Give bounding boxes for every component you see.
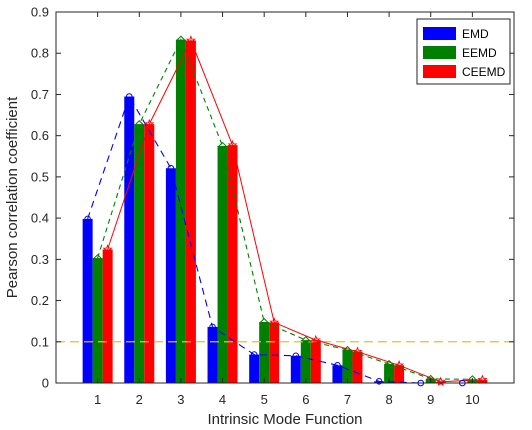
- bar-emd-4: [207, 326, 218, 383]
- y-tick-label: 0.7: [31, 87, 49, 102]
- bar-emd-7: [332, 365, 343, 383]
- y-tick-label: 0.4: [31, 211, 49, 226]
- legend-swatch-eemd: [423, 46, 456, 59]
- x-tick-label: 10: [465, 392, 479, 407]
- bar-eemd-7: [342, 350, 353, 383]
- x-tick-label: 8: [385, 392, 392, 407]
- marker-ceemd-3: [185, 35, 196, 45]
- legend-swatch-ceemd: [423, 65, 456, 78]
- marker-emd-3: [167, 164, 175, 172]
- marker-emd-1: [84, 215, 91, 223]
- line-ceemd: [107, 39, 483, 383]
- marker-ceemd-4: [227, 139, 238, 150]
- x-axis-ticks: 1 2 3 4 5 6 7 8 9 10: [94, 12, 480, 407]
- marker-ceemd-6: [310, 334, 321, 345]
- bar-eemd-8: [384, 364, 395, 383]
- marker-emd-2: [125, 93, 133, 100]
- bar-ceemd-1: [102, 249, 113, 383]
- bar-ceemd-7: [352, 351, 363, 383]
- bar-emd-2: [124, 96, 135, 383]
- y-tick-label: 0.1: [31, 334, 49, 349]
- legend-swatch-emd: [423, 27, 456, 40]
- plot-area-frame: [55, 11, 515, 384]
- line-eemd: [97, 38, 473, 380]
- bar-ceemd-8: [394, 365, 405, 383]
- bar-eemd-6: [300, 340, 311, 383]
- marker-emd-4: [209, 323, 216, 331]
- marker-ceemd-2: [144, 118, 155, 129]
- marker-eemd-4: [218, 141, 227, 151]
- legend: EMD EEMD CEEMD: [416, 18, 511, 85]
- plot-frame: [55, 11, 515, 384]
- marker-emd-5: [250, 351, 258, 358]
- marker-eemd-5: [260, 317, 269, 327]
- marker-eemd-8: [384, 359, 394, 369]
- marker-ceemd-10: [477, 374, 488, 384]
- bar-ceemd-6: [310, 340, 321, 383]
- x-tick-label: 3: [177, 392, 184, 407]
- marker-eemd-3: [176, 35, 186, 44]
- line-emd: [87, 95, 463, 384]
- x-tick-label: 6: [302, 392, 309, 407]
- bar-eemd-2: [134, 124, 145, 383]
- x-tick-label: 4: [219, 392, 226, 407]
- marker-ceemd-5: [269, 317, 280, 327]
- x-tick-label: 7: [344, 392, 351, 407]
- y-tick-label: 0.2: [31, 293, 49, 308]
- plot-lines: [56, 35, 514, 387]
- y-tick-label: 0.3: [31, 252, 49, 267]
- marker-emd-6: [292, 352, 300, 360]
- y-tick-label: 0.5: [31, 169, 49, 184]
- marker-ceemd-8: [394, 360, 405, 370]
- bar-ceemd-3: [185, 40, 196, 384]
- x-tick-label: 9: [427, 392, 434, 407]
- bar-ceemd-5: [269, 322, 280, 383]
- marker-emd-7: [334, 361, 341, 369]
- y-axis-ticks: 0 0.1 0.2 0.3 0.4 0.5 0.6 0.7 0.8 0.9: [31, 5, 514, 391]
- bar-ceemd-9: [435, 381, 446, 383]
- legend-label-ceemd: CEEMD: [462, 65, 506, 79]
- bar-eemd-4: [217, 145, 228, 383]
- bar-eemd-5: [259, 321, 270, 383]
- bar-emd-1: [82, 218, 93, 383]
- x-tick-label: 1: [94, 392, 101, 407]
- x-tick-label: 5: [261, 392, 268, 407]
- marker-emd-8: [375, 378, 383, 385]
- plot-bars: [82, 39, 488, 384]
- marker-eemd-7: [343, 345, 352, 355]
- y-tick-label: 0: [42, 376, 49, 391]
- marker-eemd-1: [93, 253, 102, 263]
- bar-emd-6: [290, 355, 301, 383]
- y-tick-label: 0.9: [31, 5, 49, 20]
- bar-emd-3: [165, 168, 176, 383]
- bar-ceemd-4: [227, 145, 238, 383]
- legend-label-emd: EMD: [462, 27, 489, 41]
- y-tick-label: 0.8: [31, 46, 49, 61]
- x-tick-label: 2: [136, 392, 143, 407]
- y-axis-label: Pearson correlation coefficient: [4, 96, 21, 298]
- bar-ceemd-2: [144, 124, 155, 383]
- marker-eemd-6: [301, 336, 310, 345]
- bar-emd-5: [249, 354, 260, 383]
- y-tick-label: 0.6: [31, 128, 49, 143]
- marker-eemd-2: [135, 120, 144, 129]
- bar-eemd-3: [175, 39, 186, 383]
- legend-label-eemd: EEMD: [462, 46, 497, 60]
- bar-emd-8: [374, 381, 385, 383]
- bar-eemd-1: [92, 258, 103, 383]
- marker-ceemd-7: [352, 346, 363, 356]
- marker-ceemd-1: [102, 244, 113, 254]
- x-axis-label: Intrinsic Mode Function: [207, 411, 362, 428]
